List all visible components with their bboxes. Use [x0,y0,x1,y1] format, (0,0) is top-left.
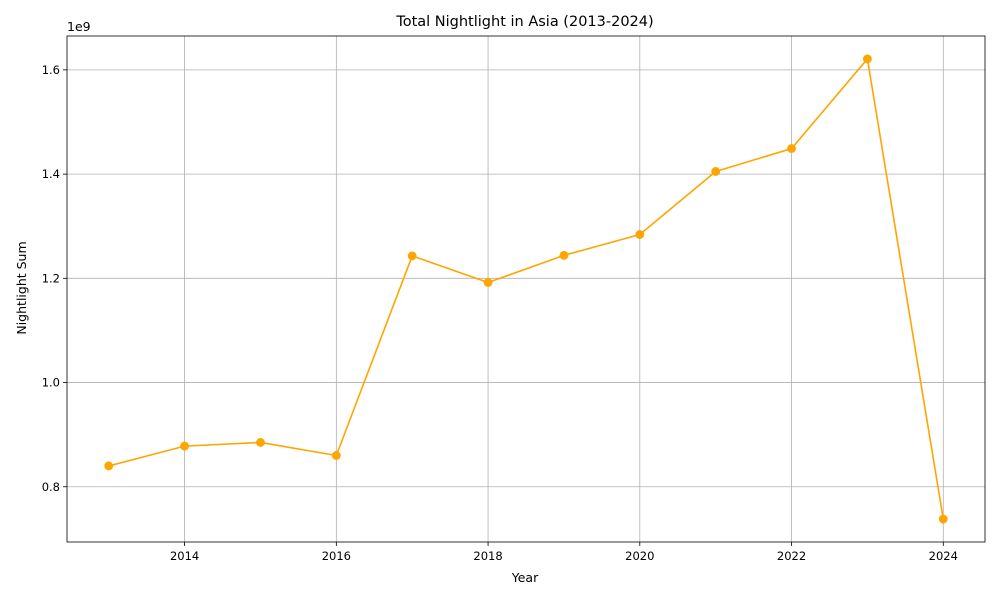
y-axis-offset-label: 1e9 [67,19,91,34]
axes-frame [66,35,986,543]
y-tick-label: 1.0 [42,376,60,390]
data-point [407,251,417,261]
y-tick-label: 0.8 [42,480,60,494]
x-tick-label: 2018 [473,549,502,563]
data-point [635,230,645,239]
axes [66,35,986,543]
y-axis-label: Nightlight Sum [14,241,29,334]
y-tick-label: 1.6 [42,63,60,77]
data-point [104,461,114,471]
x-tick-label: 2016 [322,549,351,563]
data-series [104,54,948,524]
chart-title: Total Nightlight in Asia (2013-2024) [395,14,653,30]
x-tick-label: 2020 [625,549,654,563]
y-tick-label: 1.4 [42,167,60,181]
tick-marks: 2014 2016 2018 2020 2022 2024 0.8 1.0 1.2 1.4 1.6 [42,63,958,563]
data-point [559,250,569,260]
x-tick-label: 2022 [777,549,806,563]
data-point [938,514,948,524]
x-axis-label: Year [511,570,539,585]
x-tick-label: 2014 [170,549,199,563]
grid-lines [67,36,985,542]
data-point [787,144,796,154]
data-point [483,278,493,287]
y-tick-label: 1.2 [42,271,60,285]
data-point [711,167,721,176]
data-point [862,54,872,64]
data-point [256,438,265,447]
x-tick-label: 2024 [929,549,958,563]
data-point [331,451,341,460]
data-point [180,441,190,451]
series-line [108,58,945,520]
